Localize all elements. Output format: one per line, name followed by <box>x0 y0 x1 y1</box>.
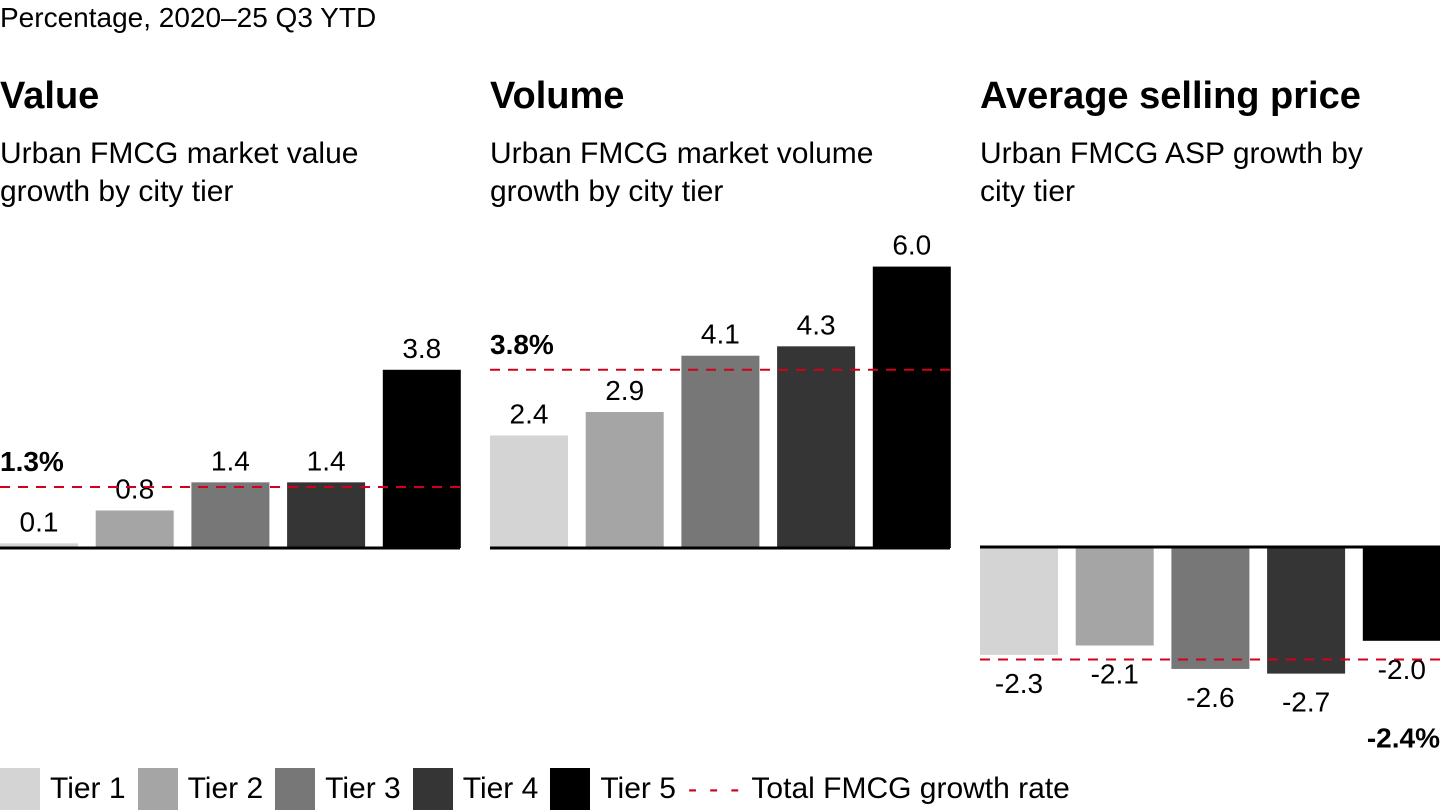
legend-label: Tier 4 <box>462 772 539 805</box>
legend: Tier 1 Tier 2 Tier 3 Tier 4 Tier 5 - - -… <box>0 768 1082 810</box>
volume-bar-tier-1 <box>490 435 568 548</box>
legend-label: Total FMCG growth rate <box>751 772 1070 805</box>
volume-data-label: 2.9 <box>605 375 644 406</box>
legend-item-total: - - - Total FMCG growth rate <box>688 772 1070 806</box>
panel-title-value: Value <box>0 75 100 117</box>
asp-bar-tier-4 <box>1267 547 1346 674</box>
volume-bar-tier-3 <box>681 355 760 548</box>
asp-bar-tier-5 <box>1362 547 1440 641</box>
units-label: Percentage, 2020–25 Q3 YTD <box>0 2 377 33</box>
legend-label: Tier 1 <box>50 772 126 805</box>
asp-bar-tier-3 <box>1171 547 1250 669</box>
legend-swatch <box>412 768 453 810</box>
legend-label: Tier 5 <box>600 772 676 805</box>
legend-swatch <box>275 768 316 810</box>
value-data-label: 0.1 <box>20 506 59 537</box>
value-bar-tier-5 <box>382 369 461 548</box>
legend-item-tier-3: Tier 3 <box>275 768 401 810</box>
legend-item-tier-1: Tier 1 <box>0 768 126 810</box>
value-bar-tier-4 <box>287 482 366 548</box>
panel-subtitle-volume: Urban FMCG market volume growth by city … <box>490 137 874 208</box>
value-data-label: 1.4 <box>211 445 250 476</box>
legend-label: Tier 3 <box>325 772 401 805</box>
legend-item-tier-2: Tier 2 <box>137 768 264 810</box>
asp-data-label: -2.7 <box>1282 687 1330 718</box>
panel-title-volume: Volume <box>490 75 625 117</box>
legend-swatch <box>550 768 591 810</box>
legend-item-tier-4: Tier 4 <box>412 768 539 810</box>
value-bar-tier-3 <box>191 482 270 548</box>
value-bar-tier-1 <box>0 543 78 548</box>
volume-data-label: 6.0 <box>892 230 931 261</box>
asp-data-label: -2.3 <box>995 668 1043 699</box>
legend-item-tier-5: Tier 5 <box>550 768 676 810</box>
asp-bar-tier-1 <box>980 547 1058 655</box>
value-data-label: 3.8 <box>402 333 441 364</box>
volume-bar-tier-5 <box>872 266 951 548</box>
legend-swatch <box>137 768 178 810</box>
legend-label: Tier 2 <box>187 772 264 805</box>
dashed-line-icon: - - - <box>687 773 742 804</box>
value-data-label: 1.4 <box>307 445 346 476</box>
panel-subtitle-value: Urban FMCG market value growth by city t… <box>0 137 359 208</box>
asp-data-label: -2.6 <box>1186 682 1234 713</box>
volume-data-label: 2.4 <box>510 398 549 429</box>
volume-bar-tier-2 <box>585 411 664 548</box>
value-bar-tier-2 <box>95 510 174 548</box>
volume-data-label: 4.3 <box>797 309 836 340</box>
value-total-growth-label: 1.3% <box>0 446 64 477</box>
value-data-label: 0.8 <box>115 473 154 504</box>
asp-total-growth-label: -2.4% <box>1367 723 1440 754</box>
panel-subtitle-asp: Urban FMCG ASP growth by city tier <box>980 137 1363 208</box>
volume-total-growth-label: 3.8% <box>490 329 554 360</box>
volume-data-label: 4.1 <box>701 319 740 350</box>
charts-canvas: 0.1 0.8 1.4 1.4 3.8 1.3% 2.4 2.9 4.1 4.3 6.0 3.8% -2… <box>0 230 1440 754</box>
asp-data-label: -2.1 <box>1091 658 1139 689</box>
volume-bar-tier-4 <box>777 346 856 548</box>
legend-swatch <box>0 768 40 810</box>
asp-data-label: -2.0 <box>1378 654 1426 685</box>
panel-title-asp: Average selling price <box>980 75 1361 117</box>
asp-bar-tier-2 <box>1075 547 1154 646</box>
